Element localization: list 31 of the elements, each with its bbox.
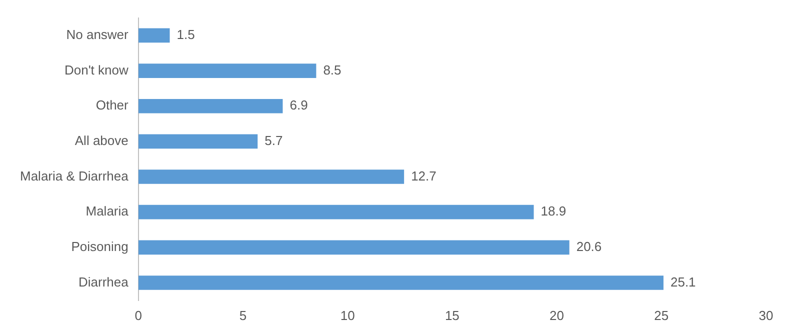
x-tick-label: 0 (134, 308, 142, 323)
bar (138, 170, 404, 184)
x-tick-label: 20 (550, 308, 564, 323)
data-label: 5.7 (264, 133, 283, 148)
data-label: 18.9 (540, 204, 566, 219)
bar (138, 98, 283, 114)
x-tick-label: 25 (654, 308, 669, 323)
y-tick-label: Malaria & Diarrhea (20, 168, 130, 184)
y-tick-label: Poisoning (71, 238, 128, 254)
data-label: 8.5 (323, 62, 342, 78)
x-tick-label: 30 (758, 308, 774, 323)
y-tick-label: Diarrhea (78, 274, 130, 290)
x-tick-label: 5 (239, 308, 247, 323)
y-tick-label: No answer (66, 27, 130, 42)
y-tick-label: Malaria (86, 204, 130, 219)
bar (138, 276, 664, 290)
bar (138, 134, 258, 149)
x-tick-label: 10 (340, 308, 355, 323)
bar (138, 64, 316, 78)
data-label: 1.5 (176, 27, 195, 42)
data-label: 6.9 (290, 98, 308, 113)
data-label: 20.6 (576, 238, 602, 254)
y-tick-label: All above (74, 133, 128, 148)
bar (138, 204, 534, 220)
x-tick-label: 15 (444, 308, 460, 323)
data-label: 25.1 (670, 274, 696, 290)
y-tick-label: Other (96, 98, 130, 113)
bar (138, 28, 170, 43)
bar (138, 240, 570, 255)
data-label: 12.7 (411, 168, 436, 184)
y-tick-label: Don't know (64, 62, 129, 78)
